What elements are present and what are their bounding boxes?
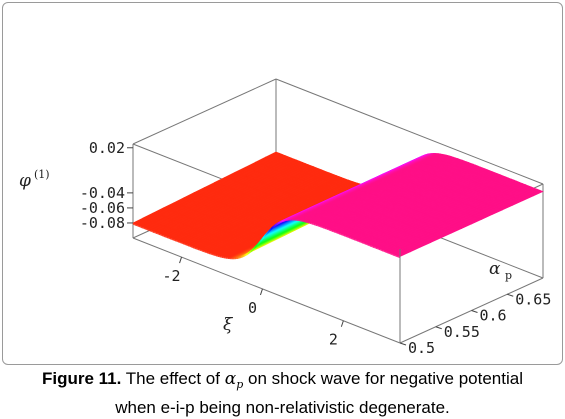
alpha-tick-label: 0.6 — [480, 307, 507, 325]
caption-symbol: αp — [224, 369, 244, 391]
surface-mesh — [132, 151, 544, 260]
phi-axis-label-sup: (1) — [34, 168, 50, 181]
phi-tick-label: 0.02 — [89, 139, 125, 157]
xi-tick-mark — [259, 288, 263, 296]
alpha-tick-mark — [399, 342, 407, 346]
alpha-tick-label: 0.65 — [515, 290, 551, 308]
xi-axis-label: ξ — [223, 315, 234, 335]
phi-axis-label: φ — [19, 171, 31, 191]
caption-text-after: on shock wave for negative potential — [247, 369, 523, 388]
caption-line-1: Figure 11. The effect of αp on shock wav… — [0, 367, 565, 396]
alpha-tick-label: 0.55 — [444, 323, 480, 341]
box-edge-top-back — [275, 78, 544, 185]
xi-tick-label: 0 — [248, 299, 257, 317]
caption-text-before: The effect of — [125, 369, 220, 388]
phi-tick-label: -0.04 — [80, 184, 125, 202]
box-edge-top-left — [132, 78, 277, 145]
alpha-axis-label: α — [489, 259, 501, 279]
alpha-tick-mark — [435, 326, 442, 330]
figure-caption: Figure 11. The effect of αp on shock wav… — [0, 367, 565, 419]
surface-edge-cell — [207, 251, 211, 255]
caption-line-2: when e-i-p being non-relativistic degene… — [115, 398, 450, 417]
axis-ticks: -2 0 2 0.5 0.550.6 0.65 0.02 -0.04-0.06-0.08 — [80, 139, 552, 357]
xi-tick-label: 2 — [329, 331, 338, 349]
alpha-axis-label-sub: p — [505, 269, 512, 282]
phi-tick-label: -0.08 — [80, 214, 125, 232]
box-edge-front-bottom — [132, 237, 401, 344]
alpha-tick-mark — [507, 293, 514, 297]
xi-tick-label: -2 — [163, 267, 181, 285]
surface-edge-cell — [220, 255, 223, 258]
surface-edge-cell — [310, 221, 313, 225]
alpha-tick-label: 0.5 — [408, 339, 435, 357]
phi-tick-label: -0.06 — [80, 199, 125, 217]
alpha-tick-mark — [471, 310, 478, 313]
surface-edge-cell — [314, 223, 318, 227]
surface-edge-cell — [216, 254, 219, 257]
xi-tick-mark — [340, 320, 344, 327]
surface-edge-cell — [318, 224, 322, 228]
caption-figure-label: Figure 11. — [41, 369, 122, 388]
surface-plot: -202 0.50.550.60.650.02-0.04-0.06-0.08 ξ … — [19, 78, 552, 357]
surface-edge-cell — [213, 253, 217, 257]
xi-tick-mark — [179, 256, 183, 264]
surface-edge-cell — [211, 252, 215, 256]
